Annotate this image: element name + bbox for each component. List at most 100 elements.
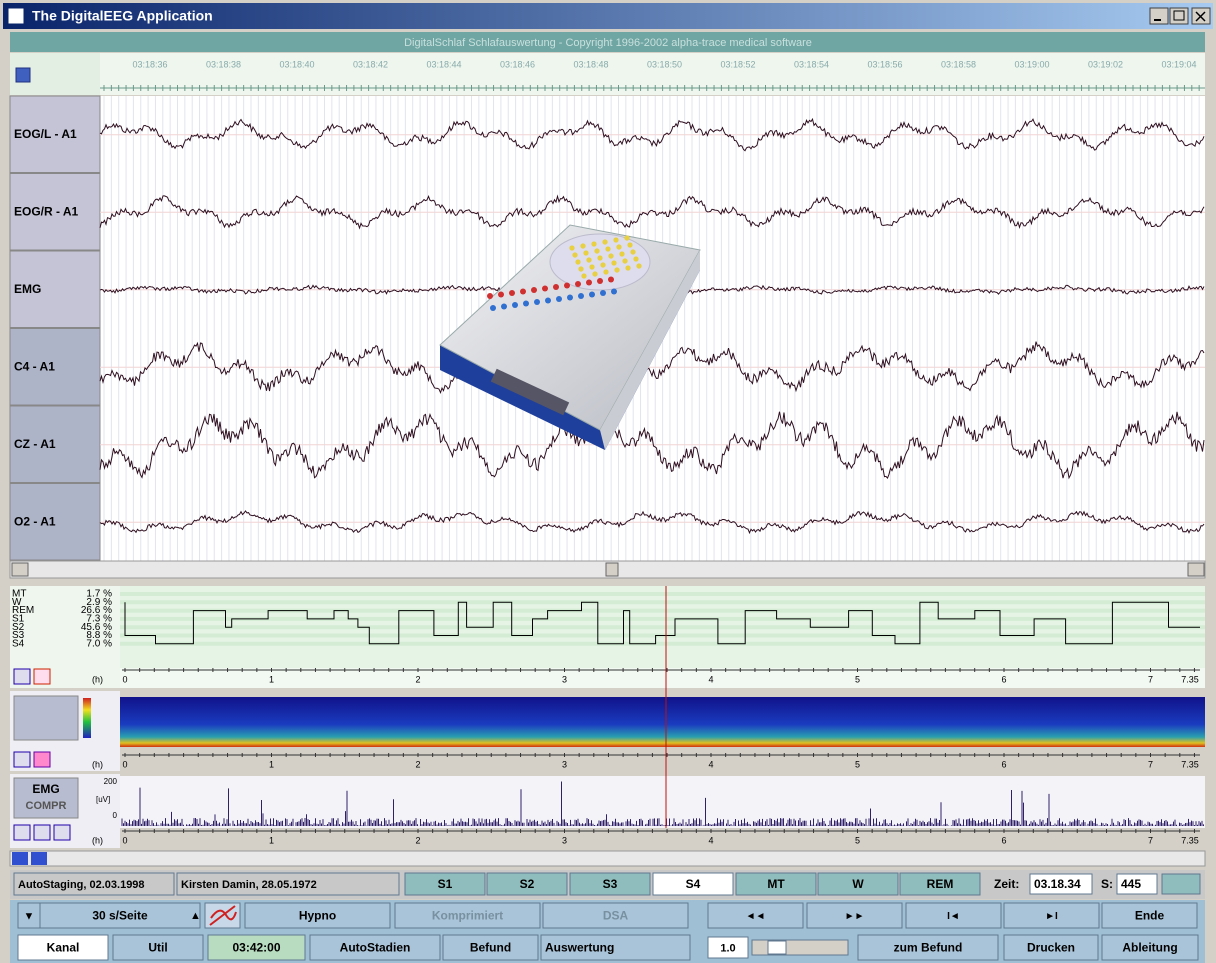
socket: [630, 249, 636, 255]
channel-label: EOG/R - A1: [14, 204, 79, 218]
electrode-sockets: [487, 235, 642, 311]
socket: [633, 256, 639, 262]
compr-plot: [120, 776, 1205, 828]
nav-button[interactable]: [1003, 902, 1100, 929]
stage-button[interactable]: [652, 872, 734, 896]
view-button[interactable]: [244, 902, 391, 929]
action-button-label: Ableitung: [1122, 941, 1177, 955]
axis-tick-label: 7: [1148, 835, 1153, 845]
action-button[interactable]: [1003, 934, 1099, 961]
speed-thumb[interactable]: [767, 940, 787, 955]
socket: [487, 293, 493, 299]
status-field-label: Kirsten Damin, 28.05.1972: [181, 879, 317, 891]
tool-button[interactable]: [112, 934, 204, 961]
stage-button-label: MT: [767, 877, 785, 891]
hypnogram-close[interactable]: [13, 668, 31, 685]
dsa-palette[interactable]: [33, 751, 51, 768]
channel-label-box[interactable]: [9, 95, 101, 173]
channel-label-box[interactable]: [9, 173, 101, 251]
dsa-close[interactable]: [13, 751, 31, 768]
axis-tick-label: 3: [562, 674, 567, 684]
socket: [542, 285, 548, 292]
socket: [556, 296, 562, 302]
zeit-field[interactable]: [1029, 873, 1093, 895]
dsa-spectrogram: [120, 697, 1205, 747]
socket: [575, 281, 581, 287]
hypnogram-tool[interactable]: [33, 668, 51, 685]
socket: [586, 279, 592, 286]
scroll-right[interactable]: [1187, 562, 1205, 577]
maximize-button[interactable]: [1169, 7, 1189, 25]
compr-tick: 200: [104, 777, 118, 786]
tool-button[interactable]: [17, 934, 109, 961]
channel-label-box[interactable]: [9, 328, 101, 406]
axis-unit: (h): [92, 835, 103, 845]
speed-field[interactable]: [707, 936, 749, 959]
stage-button[interactable]: [735, 872, 817, 896]
page-size[interactable]: [39, 902, 201, 929]
title-bar: [3, 3, 1213, 29]
nav-button[interactable]: [905, 902, 1002, 929]
socket: [616, 244, 622, 250]
compr-label-box: [13, 777, 79, 819]
stage-button[interactable]: [404, 872, 486, 896]
compr-down[interactable]: [53, 824, 71, 841]
stage-button-label: S3: [603, 877, 618, 891]
axis-tick-label: 4: [708, 835, 713, 845]
axis-tick-label: 7: [1148, 674, 1153, 684]
stage-button[interactable]: [899, 872, 981, 896]
action-button[interactable]: [1101, 934, 1199, 961]
nav-button[interactable]: [806, 902, 903, 929]
axis-tick-label: 2: [415, 835, 420, 845]
compr-up[interactable]: [33, 824, 51, 841]
socket: [627, 242, 633, 248]
zoom-in[interactable]: [31, 852, 47, 865]
time-tick-label: 03:18:46: [500, 59, 535, 69]
compr-unit: [uV]: [96, 795, 110, 804]
page-up[interactable]: ▲: [190, 910, 201, 922]
nav-button-label: Ende: [1135, 909, 1165, 923]
time-tick-label: 03:18:36: [132, 59, 167, 69]
speed-slider[interactable]: [751, 939, 849, 956]
compr-tick: 0: [113, 811, 118, 820]
zoom-out[interactable]: [12, 852, 28, 865]
view-button[interactable]: [394, 902, 541, 929]
channel-label-box[interactable]: [9, 250, 101, 328]
window-title: The DigitalEEG Application: [32, 8, 213, 24]
socket: [594, 248, 600, 254]
tool-button[interactable]: [309, 934, 441, 961]
stage-button[interactable]: [569, 872, 651, 896]
socket: [512, 302, 518, 308]
hypnogram-axis: [120, 668, 1205, 688]
s-field[interactable]: [1116, 873, 1158, 895]
view-button[interactable]: [542, 902, 689, 929]
axis-tick-label: 2: [415, 674, 420, 684]
channel-menu-icon[interactable]: [15, 67, 31, 83]
stage-button[interactable]: [486, 872, 568, 896]
zeit-field-label: 03.18.34: [1034, 877, 1081, 891]
socket: [625, 265, 631, 271]
stage-button[interactable]: [817, 872, 899, 896]
tool-button[interactable]: [207, 934, 306, 961]
scroll-thumb[interactable]: [605, 562, 619, 577]
axis-tick-label: 0: [122, 759, 127, 769]
scroll-left[interactable]: [11, 562, 29, 577]
socket: [569, 245, 575, 251]
socket: [545, 297, 551, 304]
socket: [586, 257, 592, 263]
time-tick-label: 03:18:56: [867, 59, 902, 69]
overview-scrollbar[interactable]: [9, 850, 1206, 867]
electrode-panel: [549, 233, 651, 291]
minimize-button[interactable]: [1149, 7, 1169, 25]
tool-button[interactable]: [540, 934, 691, 961]
tool-button[interactable]: [442, 934, 539, 961]
socket: [614, 267, 620, 273]
compr-close[interactable]: [13, 824, 31, 841]
socket: [589, 291, 595, 298]
nav-button[interactable]: [707, 902, 804, 929]
page-down-label: ▼: [24, 910, 35, 922]
action-button[interactable]: [857, 934, 999, 961]
axis-tick-label: 7: [1148, 759, 1153, 769]
nav-button[interactable]: [1101, 902, 1198, 929]
